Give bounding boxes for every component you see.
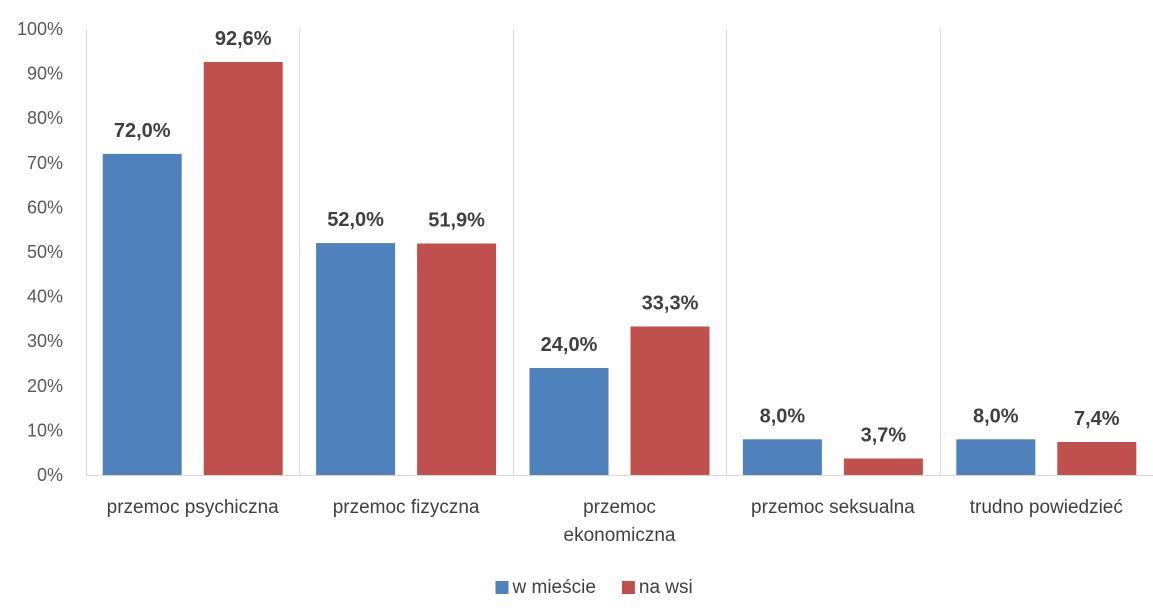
- legend: w mieście na wsi: [495, 577, 693, 598]
- y-tick-label: 20%: [27, 376, 63, 396]
- data-label: 92,6%: [215, 28, 272, 50]
- bar: [956, 439, 1036, 475]
- bars: [102, 62, 1137, 476]
- data-label: 3,7%: [861, 424, 907, 446]
- y-tick-label: 80%: [27, 108, 63, 128]
- y-tick-label: 70%: [27, 153, 63, 173]
- data-labels: 72,0% 52,0% 24,0% 8,0% 8,0% 92,6% 51,9% 33,3% 3,…: [114, 28, 1120, 446]
- y-tick-label: 30%: [27, 331, 63, 351]
- y-tick-label: 40%: [27, 287, 63, 307]
- bar: [203, 62, 283, 476]
- y-tick-label: 60%: [27, 197, 63, 217]
- legend-label: na wsi: [639, 577, 693, 598]
- bar: [316, 243, 396, 475]
- x-tick-label: trudno powiedzieć: [970, 497, 1123, 518]
- x-tick-label: przemoc psychiczna: [107, 497, 280, 518]
- data-label: 8,0%: [973, 405, 1019, 427]
- bar: [843, 458, 923, 475]
- bar: [1057, 441, 1137, 475]
- data-label: 52,0%: [327, 209, 384, 231]
- x-tick-label: przemoc: [583, 497, 656, 518]
- x-tick-label: ekonomiczna: [564, 525, 676, 546]
- y-tick-label: 0%: [37, 465, 63, 485]
- gridlines: [86, 29, 1153, 476]
- bar: [630, 326, 710, 475]
- bar: [102, 153, 182, 475]
- data-label: 33,3%: [642, 292, 699, 314]
- data-label: 51,9%: [428, 210, 485, 232]
- bar: [417, 243, 497, 475]
- y-tick-label: 100%: [17, 19, 63, 39]
- x-tick-label: przemoc seksualna: [751, 497, 915, 518]
- legend-swatch: [621, 581, 635, 594]
- bar: [529, 367, 609, 475]
- data-label: 8,0%: [760, 405, 806, 427]
- y-axis: 0% 10% 20% 30% 40% 50% 60% 70% 80% 90% 100%: [17, 19, 63, 485]
- data-label: 24,0%: [541, 334, 598, 356]
- legend-label: w mieście: [512, 577, 596, 598]
- bar: [742, 439, 822, 475]
- y-tick-label: 90%: [27, 64, 63, 84]
- data-label: 7,4%: [1074, 408, 1120, 430]
- data-label: 72,0%: [114, 120, 171, 142]
- x-axis: przemoc psychiczna przemoc fizyczna przemo…: [107, 497, 1123, 546]
- x-tick-label: przemoc fizyczna: [333, 497, 480, 518]
- legend-swatch: [495, 581, 509, 594]
- y-tick-label: 10%: [27, 420, 63, 440]
- y-tick-label: 50%: [27, 242, 63, 262]
